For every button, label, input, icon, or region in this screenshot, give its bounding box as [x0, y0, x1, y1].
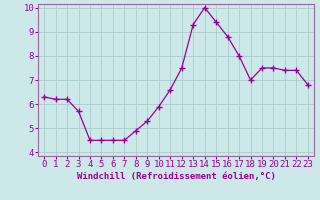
X-axis label: Windchill (Refroidissement éolien,°C): Windchill (Refroidissement éolien,°C)	[76, 172, 276, 181]
